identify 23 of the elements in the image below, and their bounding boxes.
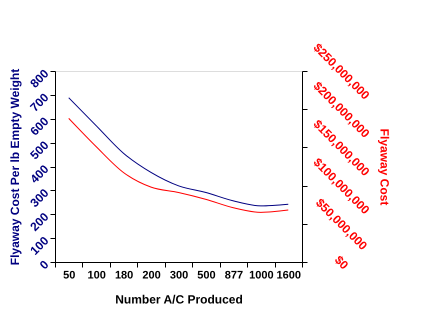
y-tick-label: 800 bbox=[27, 66, 52, 91]
x-tick-label: 1600 bbox=[276, 270, 302, 282]
x-tick-label: 200 bbox=[142, 270, 161, 282]
x-tick-label: 300 bbox=[170, 270, 188, 282]
y-tick-label: 200 bbox=[27, 210, 52, 234]
y2-axis-title: Flyaway Cost bbox=[378, 128, 392, 206]
x-tick-label: 500 bbox=[197, 270, 216, 282]
y2-tick-label: $0 bbox=[332, 252, 352, 272]
line-series bbox=[68, 118, 289, 213]
y-axis-title: Flyaway Cost Per lb Empty Weight bbox=[8, 68, 22, 266]
x-tick-label: 180 bbox=[114, 270, 134, 282]
y-tick-label: 700 bbox=[27, 90, 52, 114]
y-tick-label: 600 bbox=[27, 114, 52, 138]
x-tick-label: 1000 bbox=[249, 270, 274, 282]
y-tick-label: 300 bbox=[27, 186, 52, 210]
y-tick-label: 500 bbox=[27, 138, 52, 162]
x-tick-label: 877 bbox=[224, 270, 244, 282]
y-tick-label: 0 bbox=[36, 257, 52, 272]
x-tick-label: 100 bbox=[87, 270, 106, 282]
x-tick-label: 50 bbox=[63, 270, 76, 282]
y-tick-label: 100 bbox=[27, 233, 52, 258]
y-tick-label: 400 bbox=[27, 162, 52, 186]
x-axis-title: Number A/C Produced bbox=[115, 292, 243, 306]
